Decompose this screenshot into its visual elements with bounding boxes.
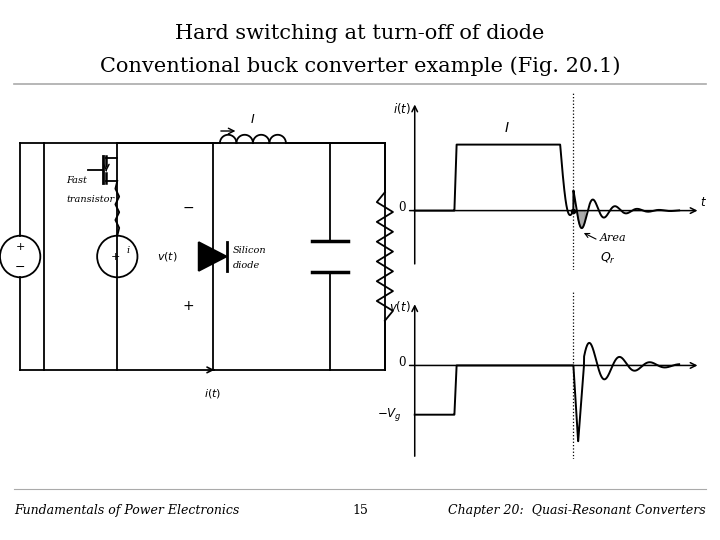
Text: 0: 0 — [398, 356, 405, 369]
Text: $I$: $I$ — [251, 113, 256, 126]
Text: −: − — [15, 261, 25, 274]
Text: Chapter 20:  Quasi-Resonant Converters: Chapter 20: Quasi-Resonant Converters — [448, 504, 706, 517]
Text: $Q_r$: $Q_r$ — [600, 251, 616, 266]
Text: i: i — [127, 246, 130, 255]
Text: $t$: $t$ — [701, 196, 707, 209]
Text: $I$: $I$ — [505, 121, 510, 134]
Text: +: + — [111, 252, 120, 261]
Text: diode: diode — [233, 261, 260, 271]
Text: 0: 0 — [398, 201, 405, 214]
Text: Hard switching at turn-off of diode: Hard switching at turn-off of diode — [175, 24, 545, 43]
Polygon shape — [199, 242, 227, 271]
Text: 15: 15 — [352, 504, 368, 517]
Text: Fundamentals of Power Electronics: Fundamentals of Power Electronics — [14, 504, 240, 517]
Text: $v(t)$: $v(t)$ — [389, 299, 411, 314]
Text: Fast: Fast — [66, 177, 87, 185]
Text: Conventional buck converter example (Fig. 20.1): Conventional buck converter example (Fig… — [100, 57, 620, 76]
Text: transistor: transistor — [66, 195, 114, 204]
Text: $i(t)$: $i(t)$ — [392, 101, 411, 116]
Text: −: − — [183, 200, 194, 214]
Text: $i(t)$: $i(t)$ — [204, 387, 221, 400]
Text: $v(t)$: $v(t)$ — [157, 250, 178, 263]
Text: +: + — [15, 242, 25, 252]
Text: Area: Area — [600, 233, 626, 244]
Text: +: + — [183, 299, 194, 313]
Text: $-V_g$: $-V_g$ — [377, 406, 402, 423]
Text: Silicon: Silicon — [233, 246, 266, 255]
